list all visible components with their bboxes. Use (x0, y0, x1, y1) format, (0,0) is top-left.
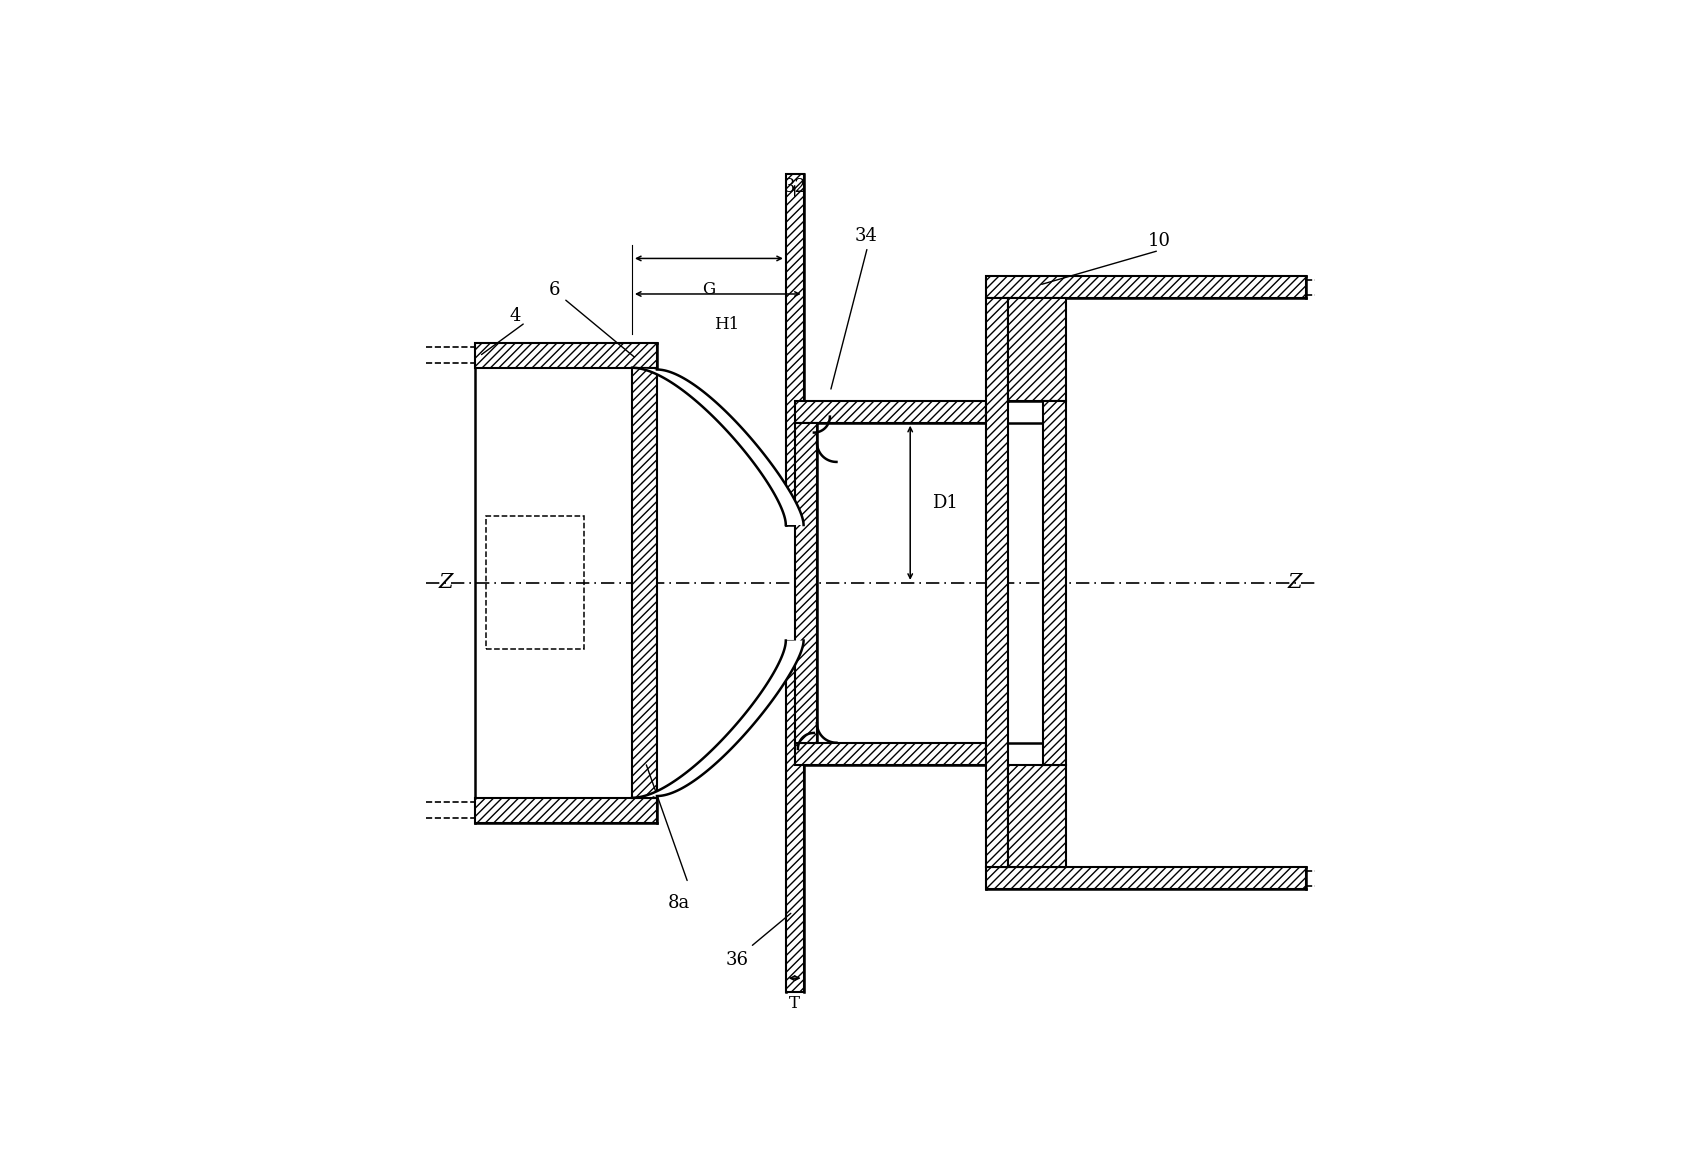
Text: G: G (703, 280, 715, 298)
Bar (987, 299, 1009, 867)
Text: 32: 32 (783, 179, 807, 196)
Text: 4: 4 (509, 307, 521, 325)
Polygon shape (632, 368, 803, 525)
Bar (795, 400, 987, 422)
Text: 6: 6 (548, 280, 560, 299)
Text: 8a: 8a (667, 893, 691, 912)
Text: T: T (790, 995, 800, 1012)
Bar (1044, 400, 1066, 765)
Text: 10: 10 (1148, 232, 1170, 249)
Bar (795, 422, 817, 743)
Text: Z: Z (1287, 574, 1302, 592)
Bar (632, 368, 657, 797)
Bar (786, 174, 803, 525)
Bar (987, 867, 1306, 890)
Bar (475, 343, 657, 368)
Text: D1: D1 (932, 494, 958, 511)
Polygon shape (632, 640, 803, 797)
Bar (786, 640, 803, 991)
Text: Z: Z (438, 574, 453, 592)
Bar (1009, 765, 1066, 867)
Bar (795, 743, 987, 765)
Text: 34: 34 (854, 227, 878, 245)
Text: 36: 36 (725, 951, 749, 969)
Bar (1009, 299, 1066, 400)
Bar (475, 797, 657, 823)
Bar (486, 516, 584, 650)
Text: H1: H1 (715, 316, 739, 334)
Bar (987, 276, 1306, 299)
